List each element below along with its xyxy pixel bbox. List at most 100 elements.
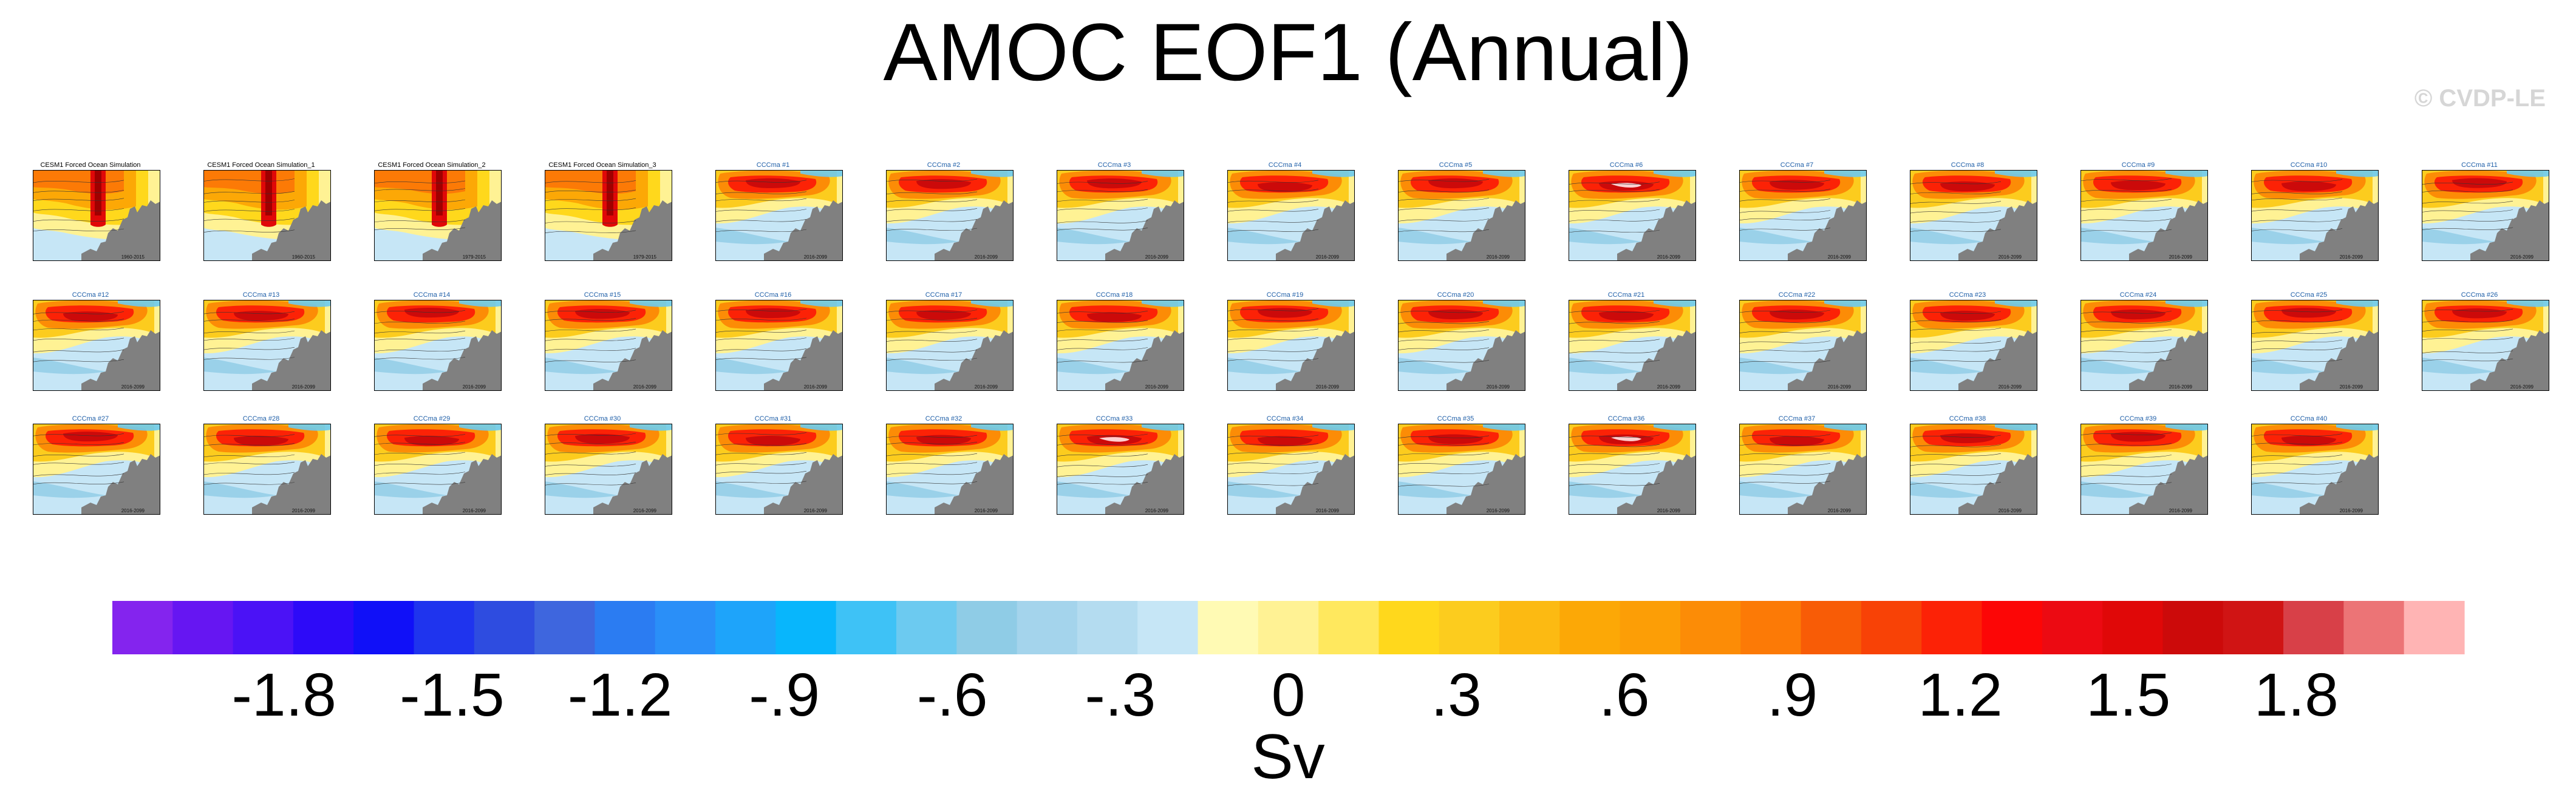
colorbar-swatch xyxy=(1378,601,1440,654)
bathymetry-mask xyxy=(1958,454,2037,515)
eof-pattern-region xyxy=(2165,170,2208,177)
eof-pattern-region xyxy=(2452,178,2507,188)
eof-pattern-region xyxy=(1611,436,1641,441)
eof-pattern-region xyxy=(1995,170,2037,177)
contour-line xyxy=(33,327,124,331)
panel-years: 2016-2099 xyxy=(2510,254,2533,260)
panel-frame xyxy=(1227,424,1355,515)
eof-pattern-region xyxy=(203,358,276,375)
panel-frame xyxy=(545,170,672,261)
contour-line xyxy=(1227,337,1319,341)
panel-years: 1960-2015 xyxy=(291,254,315,260)
panel-years: 2016-2099 xyxy=(2510,384,2533,390)
eof-pattern-region xyxy=(1057,481,1130,498)
eof-pattern-region xyxy=(1739,228,1812,245)
panel-frame xyxy=(1739,300,1867,391)
contour-line xyxy=(886,441,978,445)
eof-pattern-region xyxy=(404,435,459,446)
contour-line xyxy=(1569,330,1660,333)
contour-line xyxy=(886,317,978,321)
eof-pattern-region xyxy=(203,481,276,498)
contour-line xyxy=(886,178,978,182)
contour-line xyxy=(1057,311,1148,314)
eof-pattern-region xyxy=(1483,300,1525,307)
colorbar-swatch xyxy=(1740,601,1802,654)
panel-title: CCCma #20 xyxy=(1437,291,1474,299)
panel-title: CCCma #30 xyxy=(584,415,621,422)
panel-plot xyxy=(545,170,672,261)
panel-title: CCCma #33 xyxy=(1095,415,1133,422)
panel-years: 2016-2099 xyxy=(121,508,145,514)
contour-line xyxy=(2422,337,2513,341)
eof-panel: CCCma #39 2016-2099 xyxy=(2066,415,2210,532)
contour-line xyxy=(1057,453,1148,457)
eof-pattern-region xyxy=(1824,170,1867,177)
contour-line xyxy=(886,191,978,195)
panel-frame xyxy=(715,300,843,391)
contour-line xyxy=(2080,350,2172,353)
contour-line xyxy=(33,208,124,211)
contour-line xyxy=(1910,341,2002,344)
eof-pattern-region xyxy=(404,307,459,318)
contour-line xyxy=(715,229,807,232)
eof-pattern-region xyxy=(886,481,959,498)
eof-pattern-region xyxy=(1398,228,1471,245)
panel-title: CCCma #19 xyxy=(1266,291,1304,299)
panel-plot xyxy=(374,170,502,261)
contour-line xyxy=(715,443,807,446)
contour-line xyxy=(1398,208,1490,211)
contour-line xyxy=(1057,198,1148,202)
panel-frame xyxy=(2251,300,2379,391)
contour-line xyxy=(203,229,295,232)
eof-panel: CESM1 Forced Ocean Simulation 1960-2015 xyxy=(18,161,163,278)
panel-title: CCCma #11 xyxy=(2461,161,2498,169)
eof-pattern-region xyxy=(374,358,447,375)
colorbar-tick-label: -1.2 xyxy=(567,661,673,729)
panel-plot xyxy=(1057,300,1184,391)
contour-line xyxy=(2080,464,2172,467)
eof-pattern-region xyxy=(916,310,971,320)
contour-line xyxy=(1398,347,1490,350)
contour-line xyxy=(1910,473,2002,476)
contour-line xyxy=(2251,481,2343,484)
contour-line xyxy=(203,482,295,485)
contour-line xyxy=(1057,328,1148,331)
eof-pattern-region xyxy=(374,481,447,498)
panel-plot xyxy=(1227,300,1355,391)
panel-plot xyxy=(2080,424,2208,515)
figure-title: AMOC EOF1 (Annual) xyxy=(883,7,1693,98)
panel-plot xyxy=(2422,300,2549,391)
contour-line xyxy=(374,434,466,437)
panel-years: 2016-2099 xyxy=(1657,508,1680,514)
colorbar xyxy=(112,601,2465,654)
eof-panel: CCCma #21 2016-2099 xyxy=(1554,291,1699,408)
contour-line xyxy=(715,348,807,351)
panel-frame xyxy=(2080,300,2208,391)
eof-panel: CCCma #6 2016-2099 xyxy=(1554,161,1699,278)
eof-pattern-region xyxy=(971,300,1014,307)
colorbar-swatch xyxy=(1318,601,1380,654)
eof-pattern-region xyxy=(1599,311,1654,321)
contour-line xyxy=(715,481,807,484)
eof-panel: CCCma #20 2016-2099 xyxy=(1383,291,1528,408)
eof-pattern-region xyxy=(607,170,613,215)
eof-pattern-region xyxy=(715,228,788,245)
eof-pattern-region xyxy=(1824,424,1867,431)
contour-line xyxy=(33,349,124,353)
colorbar-swatch xyxy=(2404,601,2465,654)
contour-line xyxy=(1910,435,2002,438)
contour-line xyxy=(374,472,466,475)
eof-panel: CCCma #14 2016-2099 xyxy=(359,291,504,408)
contour-line xyxy=(1569,360,1660,363)
contour-line xyxy=(374,442,466,445)
contour-line xyxy=(2251,359,2343,362)
contour-line xyxy=(715,198,807,202)
contour-line xyxy=(545,198,636,202)
contour-line xyxy=(33,453,124,457)
colorbar-swatch xyxy=(414,601,475,654)
contour-line xyxy=(2422,358,2513,362)
bathymetry-mask xyxy=(935,454,1014,515)
eof-pattern-region xyxy=(2111,180,2165,191)
eof-pattern-region xyxy=(715,358,788,375)
eof-panel: CCCma #19 2016-2099 xyxy=(1213,291,1357,408)
